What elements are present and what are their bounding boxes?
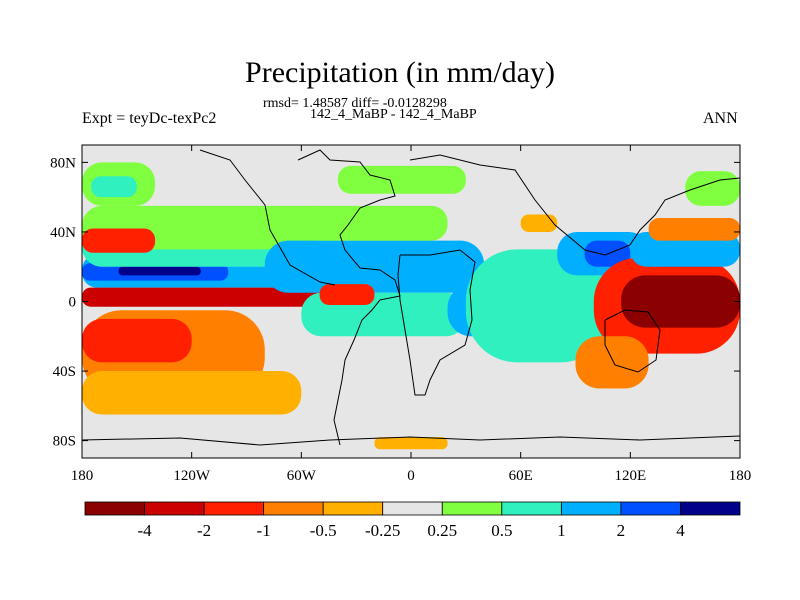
x-tick-label: 60W — [287, 468, 317, 484]
colorbar: -4 -2 -1 -0.5 -0.25 0.25 0.5 1 2 4 — [84, 501, 741, 540]
x-tick-label: 120W — [173, 468, 211, 484]
coastline-layer — [82, 149, 740, 446]
season-label: ANN — [703, 110, 738, 127]
region-south-pacific-outer — [82, 371, 302, 415]
colorbar-box — [680, 501, 741, 516]
y-tick-label: 40S — [53, 364, 76, 380]
region-e-indian-dry — [575, 336, 649, 389]
region-arctic-cyan — [91, 176, 137, 198]
colorbar-label: -2 — [197, 521, 211, 540]
coastline-north-america-west — [199, 149, 336, 286]
colorbar-label: -0.5 — [310, 521, 337, 540]
colorbar-label: -1 — [257, 521, 271, 540]
region-eurasia-north-green — [337, 165, 466, 194]
region-nw-pacific-dry — [648, 218, 740, 241]
coastline-africa — [397, 249, 476, 396]
region-antarctic-dry — [374, 437, 448, 450]
colorbar-box — [620, 501, 681, 516]
colorbar-label: 4 — [676, 521, 685, 540]
coastline-antarctica — [82, 435, 740, 446]
map-field-layer — [82, 145, 740, 458]
y-tick-label: 40N — [50, 225, 76, 241]
experiment-label: Expt = teyDc-texPc2 — [82, 110, 217, 127]
x-tick-label: 0 — [407, 468, 415, 484]
region-atlantic-wet-north — [264, 240, 485, 293]
region-atlantic-itcz-dry — [319, 284, 375, 305]
region-w-pacific-warm-pool-core — [621, 275, 740, 328]
chart-title: Precipitation (in mm/day) — [245, 56, 555, 89]
x-tick-label: 60E — [509, 468, 533, 484]
colorbar-label: 0.5 — [491, 521, 512, 540]
coastline-americas — [297, 149, 401, 446]
region-indian-ocean-cyan — [465, 249, 613, 363]
region-w-pacific-north-core-2 — [118, 266, 201, 276]
x-tick-label: 180 — [71, 468, 94, 484]
colorbar-box — [322, 501, 384, 516]
colorbar-box — [84, 501, 145, 516]
region-central-asia-dry — [520, 214, 558, 232]
colorbar-label: -0.25 — [365, 521, 400, 540]
y-tick-label: 80S — [53, 434, 76, 450]
colorbar-box — [144, 501, 205, 516]
y-tick-label: 0 — [69, 295, 77, 311]
chart-subtitle-rmsd: rmsd= 1.48587 diff= -0.0128298 — [263, 96, 447, 111]
colorbar-label: -4 — [137, 521, 152, 540]
region-equatorial-pacific-dry — [82, 287, 338, 307]
colorbar-box — [263, 501, 324, 516]
colorbar-box — [441, 501, 503, 516]
region-dateline-north-red — [82, 228, 156, 253]
y-tick-label: 80N — [50, 155, 76, 171]
x-tick-label: 120E — [614, 468, 646, 484]
colorbar-label: 2 — [617, 521, 626, 540]
colorbar-label: 1 — [557, 521, 566, 540]
colorbar-box — [203, 501, 265, 516]
coastline-australia — [604, 309, 661, 373]
x-tick-label: 180 — [729, 468, 752, 484]
region-south-pacific-dry-core — [82, 318, 192, 363]
chart-subtitle-experiments: 142_4_MaBP - 142_4_MaBP — [310, 107, 477, 122]
coastline-eurasia — [409, 154, 740, 256]
colorbar-box — [501, 501, 562, 516]
colorbar-label: 0.25 — [427, 521, 457, 540]
region-north-atlantic-green — [301, 205, 448, 241]
colorbar-box — [382, 501, 443, 516]
axis-ticks: 180 120W 60W 0 60E 120E 180 80N 40N 0 40S 80S — [50, 145, 751, 484]
colorbar-box — [560, 501, 622, 516]
